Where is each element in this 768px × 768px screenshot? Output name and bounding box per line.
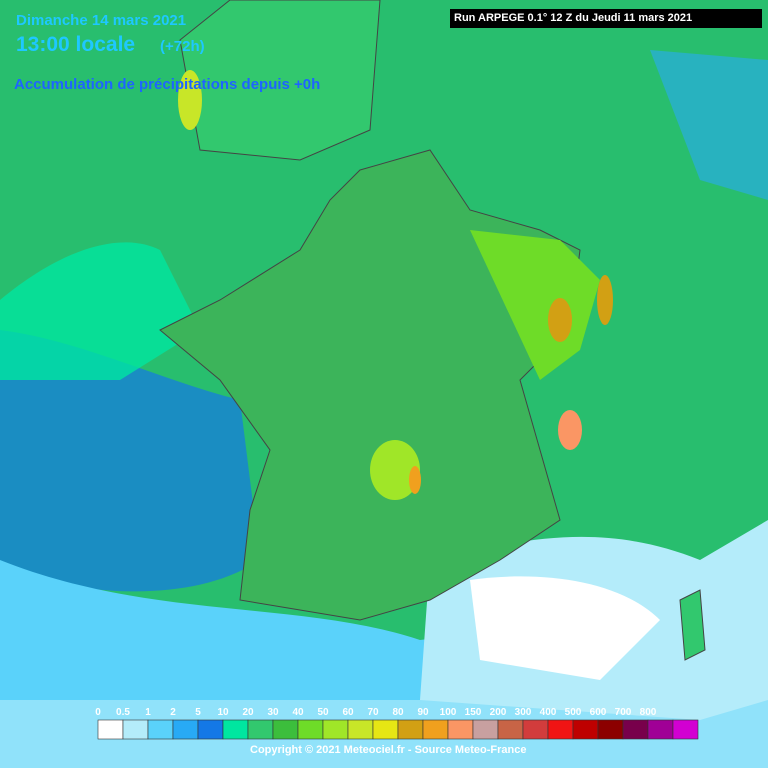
lead-time: (+72h) (160, 38, 205, 55)
date: Dimanche 14 mars 2021 (16, 12, 187, 29)
time: 13:00 locale (16, 33, 136, 56)
run-info: Run ARPEGE 0.1° 12 Z du Jeudi 11 mars 20… (450, 9, 762, 28)
copyright: Copyright © 2021 Meteociel.fr - Source M… (250, 744, 527, 756)
product: Accumulation de précipitations depuis +0… (14, 76, 321, 93)
